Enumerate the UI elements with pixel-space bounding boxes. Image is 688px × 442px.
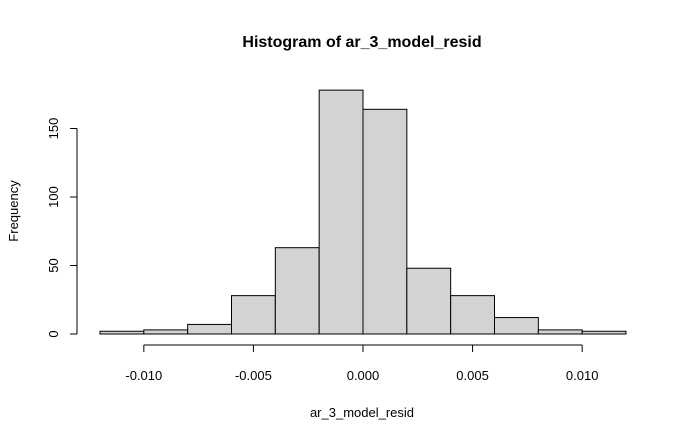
- histogram-bar: [362, 108, 408, 335]
- histogram-bar: [450, 295, 495, 335]
- histogram-bar: [318, 89, 364, 335]
- y-tick-label: 150: [46, 118, 61, 140]
- histogram-bar: [274, 247, 320, 335]
- y-tick-label: 0: [46, 330, 61, 337]
- histogram-bar: [537, 329, 583, 335]
- histogram-bar: [99, 330, 145, 335]
- x-tick-label: 0.010: [566, 368, 599, 383]
- x-tick-label: -0.005: [235, 368, 272, 383]
- x-tick-label: 0.005: [456, 368, 489, 383]
- histogram-bar: [581, 330, 627, 335]
- y-axis: 0 50 100 150: [46, 118, 78, 338]
- y-tick-label: 100: [46, 186, 61, 208]
- x-tick-label: -0.010: [125, 368, 162, 383]
- y-tick-label: 50: [46, 258, 61, 272]
- histogram-bar: [406, 267, 452, 335]
- histogram-bar: [143, 329, 189, 335]
- x-axis-label: ar_3_model_resid: [310, 405, 414, 420]
- bars-group: [99, 89, 627, 335]
- x-axis: -0.010 -0.005 0.000 0.005 0.010: [125, 344, 599, 383]
- histogram-bar: [187, 323, 233, 335]
- histogram-bar: [231, 295, 276, 335]
- histogram-bar: [494, 317, 539, 335]
- x-tick-label: 0.000: [347, 368, 380, 383]
- y-axis-label: Frequency: [6, 180, 21, 242]
- chart-title: Histogram of ar_3_model_resid: [242, 34, 481, 51]
